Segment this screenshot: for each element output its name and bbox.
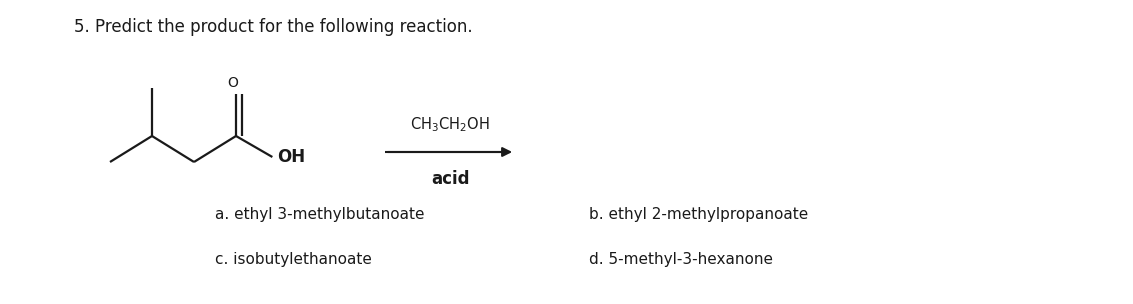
Text: CH$_3$CH$_2$OH: CH$_3$CH$_2$OH — [410, 115, 489, 134]
Text: OH: OH — [278, 148, 306, 166]
Text: c. isobutylethanoate: c. isobutylethanoate — [215, 252, 372, 267]
Text: acid: acid — [431, 170, 469, 188]
Text: d. 5-methyl-3-hexanone: d. 5-methyl-3-hexanone — [589, 252, 773, 267]
Text: b. ethyl 2-methylpropanoate: b. ethyl 2-methylpropanoate — [589, 207, 809, 222]
Text: a. ethyl 3-methylbutanoate: a. ethyl 3-methylbutanoate — [215, 207, 425, 222]
Text: 5. Predict the product for the following reaction.: 5. Predict the product for the following… — [74, 18, 472, 36]
Text: O: O — [228, 76, 238, 90]
